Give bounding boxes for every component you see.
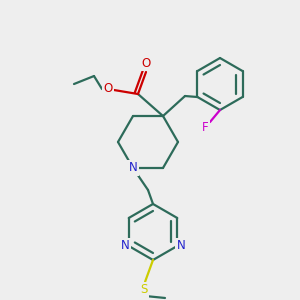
Text: S: S bbox=[140, 284, 148, 296]
Text: O: O bbox=[103, 82, 112, 94]
Text: N: N bbox=[129, 161, 137, 175]
Text: F: F bbox=[202, 121, 208, 134]
Text: N: N bbox=[120, 239, 129, 253]
Text: N: N bbox=[177, 239, 186, 253]
Text: O: O bbox=[141, 56, 151, 70]
